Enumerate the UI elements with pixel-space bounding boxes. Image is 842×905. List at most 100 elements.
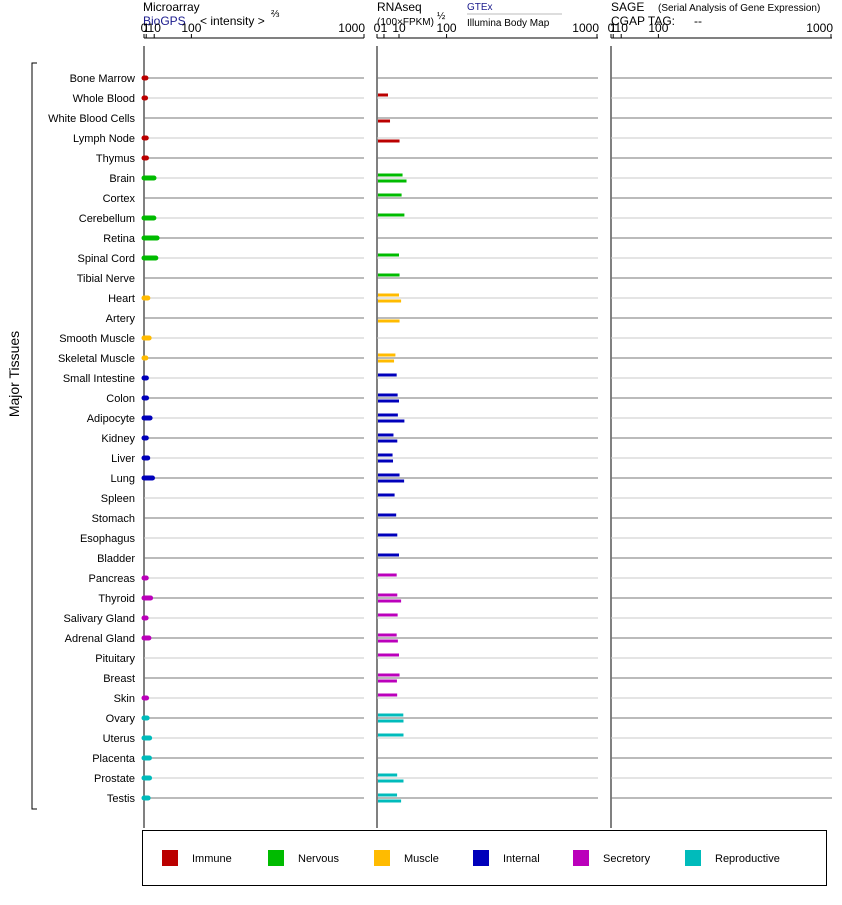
- legend-label: Nervous: [298, 853, 339, 865]
- rnaseq-gtex-bar: [378, 713, 404, 717]
- tissue-label: Thyroid: [98, 593, 135, 605]
- rnaseq-gtex-bar: [378, 673, 400, 677]
- rnaseq-gtex-bar: [378, 553, 399, 557]
- tissue-label: Whole Blood: [73, 93, 135, 105]
- tissue-label: Thymus: [96, 153, 136, 165]
- rnaseq-gtex-bar: [378, 293, 399, 297]
- legend-label: Secretory: [603, 853, 651, 865]
- legend-label: Internal: [503, 853, 540, 865]
- sage-tick-label: 10: [615, 21, 629, 35]
- legend-layer: Immune Nervous Muscle Internal Secretory Repr…: [142, 830, 827, 886]
- rnaseq-metric-exponent: ½: [437, 11, 446, 22]
- tissue-label: Pancreas: [89, 573, 136, 585]
- microarray-tick-label: 100: [181, 21, 201, 35]
- gtex-link[interactable]: GTEx: [467, 2, 493, 13]
- y-axis-title: Major Tissues: [6, 331, 22, 417]
- tissue-label: Lung: [111, 473, 135, 485]
- legend-box: [142, 830, 827, 886]
- tissue-bracket: [31, 62, 37, 810]
- cgap-tag-label: CGAP TAG:: [611, 14, 675, 28]
- tissue-label: Skin: [114, 693, 135, 705]
- microarray-tick-label: 10: [148, 21, 162, 35]
- tissue-label: Spinal Cord: [78, 253, 135, 265]
- illumina-body-map-label: Illumina Body Map: [467, 18, 550, 29]
- sage-tick-label: 1000: [806, 21, 833, 35]
- sage-tick-label: 100: [648, 21, 668, 35]
- cgap-tag-value: --: [694, 14, 702, 28]
- tissue-label: White Blood Cells: [48, 113, 135, 125]
- legend-label: Reproductive: [715, 853, 780, 865]
- rnaseq-ibm-bar: [378, 799, 402, 803]
- rnaseq-ibm-bar: [378, 119, 391, 123]
- rnaseq-ibm-bar: [378, 139, 400, 143]
- rnaseq-ibm-bar: [378, 299, 402, 303]
- legend-swatch: [268, 850, 284, 866]
- sage-tick-label: 1: [610, 21, 617, 35]
- rnaseq-gtex-bar: [378, 613, 398, 617]
- tissue-label: Esophagus: [80, 533, 136, 545]
- rnaseq-tick-label: 10: [392, 21, 406, 35]
- rnaseq-gtex-bar: [378, 733, 404, 737]
- tissue-label: Lymph Node: [73, 133, 135, 145]
- rnaseq-gtex-bar: [378, 573, 397, 577]
- rnaseq-tick-label: 0: [374, 21, 381, 35]
- tissue-label: Breast: [103, 673, 135, 685]
- rnaseq-ibm-bar: [378, 399, 399, 403]
- tissue-label: Cortex: [103, 193, 136, 205]
- rnaseq-ibm-bar: [378, 359, 395, 363]
- tissue-label: Liver: [111, 453, 135, 465]
- rnaseq-ibm-bar: [378, 779, 404, 783]
- rnaseq-gtex-bar: [378, 393, 398, 397]
- tissue-label: Cerebellum: [79, 213, 135, 225]
- legend-swatch: [685, 850, 701, 866]
- rnaseq-gtex-bar: [378, 253, 399, 257]
- rnaseq-gtex-bar: [378, 373, 397, 377]
- tissue-label: Placenta: [92, 753, 136, 765]
- rnaseq-ibm-bar: [378, 679, 397, 683]
- rnaseq-ibm-bar: [378, 419, 405, 423]
- sage-subtitle: (Serial Analysis of Gene Expression): [658, 3, 820, 14]
- tissue-label: Uterus: [103, 733, 136, 745]
- legend-label: Muscle: [404, 853, 439, 865]
- tissue-label: Retina: [103, 233, 136, 245]
- rnaseq-gtex-bar: [378, 433, 394, 437]
- tissue-label: Pituitary: [95, 653, 135, 665]
- tissue-label: Bone Marrow: [70, 73, 135, 85]
- tissue-label: Stomach: [92, 513, 135, 525]
- rnaseq-ibm-bar: [378, 439, 398, 443]
- rnaseq-tick-label: 1: [381, 21, 388, 35]
- microarray-metric-exponent: ⅔: [271, 9, 280, 20]
- legend-swatch: [162, 850, 178, 866]
- legend-swatch: [374, 850, 390, 866]
- tissue-label: Tibial Nerve: [77, 273, 135, 285]
- sage-tick-label: 0: [608, 21, 615, 35]
- tissue-label: Skeletal Muscle: [58, 353, 135, 365]
- rnaseq-gtex-bar: [378, 273, 400, 277]
- tissue-label: Small Intestine: [63, 373, 135, 385]
- rnaseq-tick-label: 1000: [572, 21, 599, 35]
- tissue-label: Spleen: [101, 493, 135, 505]
- microarray-tick-label: 0: [141, 21, 148, 35]
- biogps-link[interactable]: BioGPS: [143, 14, 186, 28]
- rnaseq-gtex-bar: [378, 513, 397, 517]
- rnaseq-ibm-bar: [378, 479, 405, 483]
- tissue-label: Heart: [108, 293, 135, 305]
- rnaseq-ibm-bar: [378, 319, 400, 323]
- tissue-label: Smooth Muscle: [59, 333, 135, 345]
- rnaseq-gtex-bar: [378, 173, 403, 177]
- rnaseq-gtex-bar: [378, 653, 399, 657]
- rnaseq-gtex-bar: [378, 93, 388, 97]
- rnaseq-gtex-bar: [378, 413, 398, 417]
- microarray-tick-label: 1000: [338, 21, 365, 35]
- rnaseq-gtex-bar: [378, 773, 398, 777]
- rnaseq-gtex-bar: [378, 353, 396, 357]
- rnaseq-gtex-bar: [378, 453, 393, 457]
- tissue-label: Bladder: [97, 553, 135, 565]
- microarray-title: Microarray: [143, 0, 200, 14]
- rnaseq-ibm-bar: [378, 179, 407, 183]
- tissue-label: Adrenal Gland: [65, 633, 135, 645]
- tissue-label: Prostate: [94, 773, 135, 785]
- microarray-tick-label: 1: [143, 21, 150, 35]
